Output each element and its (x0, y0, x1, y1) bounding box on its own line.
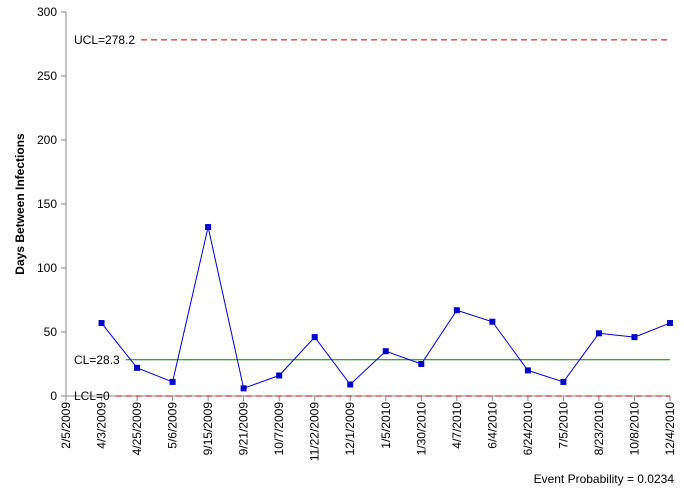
reference-label: LCL=0 (74, 389, 110, 403)
x-tick-label: 6/24/2010 (521, 402, 535, 456)
x-tick-label: 4/7/2010 (450, 402, 464, 449)
y-tick-label: 300 (37, 5, 57, 19)
data-point (347, 381, 354, 388)
y-tick-label: 250 (37, 69, 57, 83)
data-point (276, 372, 283, 379)
y-tick-label: 100 (37, 261, 57, 275)
x-tick-label: 6/4/2010 (485, 402, 499, 449)
series-line (101, 226, 671, 389)
data-point (240, 385, 247, 392)
y-tick-label: 150 (37, 197, 57, 211)
data-point (134, 364, 141, 371)
x-tick-label: 12/1/2009 (343, 402, 357, 456)
x-tick-label: 7/5/2010 (556, 402, 570, 449)
reference-label: CL=28.3 (74, 353, 120, 367)
y-axis-label: Days Between Infections (13, 133, 27, 275)
y-tick-label: 200 (37, 133, 57, 147)
data-point (418, 361, 425, 367)
data-point (489, 318, 496, 325)
data-point (595, 330, 602, 337)
x-tick-label: 10/8/2010 (627, 402, 641, 456)
data-point (560, 378, 567, 385)
x-tick-label: 4/3/2009 (95, 402, 109, 449)
x-tick-label: 9/21/2009 (237, 402, 251, 456)
x-tick-label: 11/22/2009 (308, 402, 322, 461)
data-point (631, 334, 638, 341)
data-point (524, 367, 531, 374)
x-tick-label: 10/7/2009 (272, 402, 286, 456)
x-tick-label: 5/6/2009 (166, 402, 180, 449)
x-tick-label: 1/30/2010 (414, 402, 428, 456)
x-tick-label: 4/25/2009 (130, 402, 144, 456)
data-point (453, 307, 460, 314)
x-tick-label: 2/5/2009 (59, 402, 73, 449)
data-point (382, 348, 389, 355)
data-point (169, 378, 176, 385)
x-tick-label: 8/23/2010 (592, 402, 606, 456)
data-point (98, 320, 105, 327)
data-point (205, 224, 212, 231)
footnote: Event Probability = 0.0234 (534, 472, 675, 486)
y-tick-label: 0 (50, 389, 57, 403)
y-tick-label: 50 (44, 325, 58, 339)
x-tick-label: 1/5/2010 (379, 402, 393, 449)
x-tick-label: 9/15/2009 (201, 402, 215, 456)
x-tick-label: 12/4/2010 (663, 402, 677, 456)
reference-label: UCL=278.2 (74, 33, 135, 47)
data-point (667, 320, 673, 327)
data-point (311, 334, 318, 341)
